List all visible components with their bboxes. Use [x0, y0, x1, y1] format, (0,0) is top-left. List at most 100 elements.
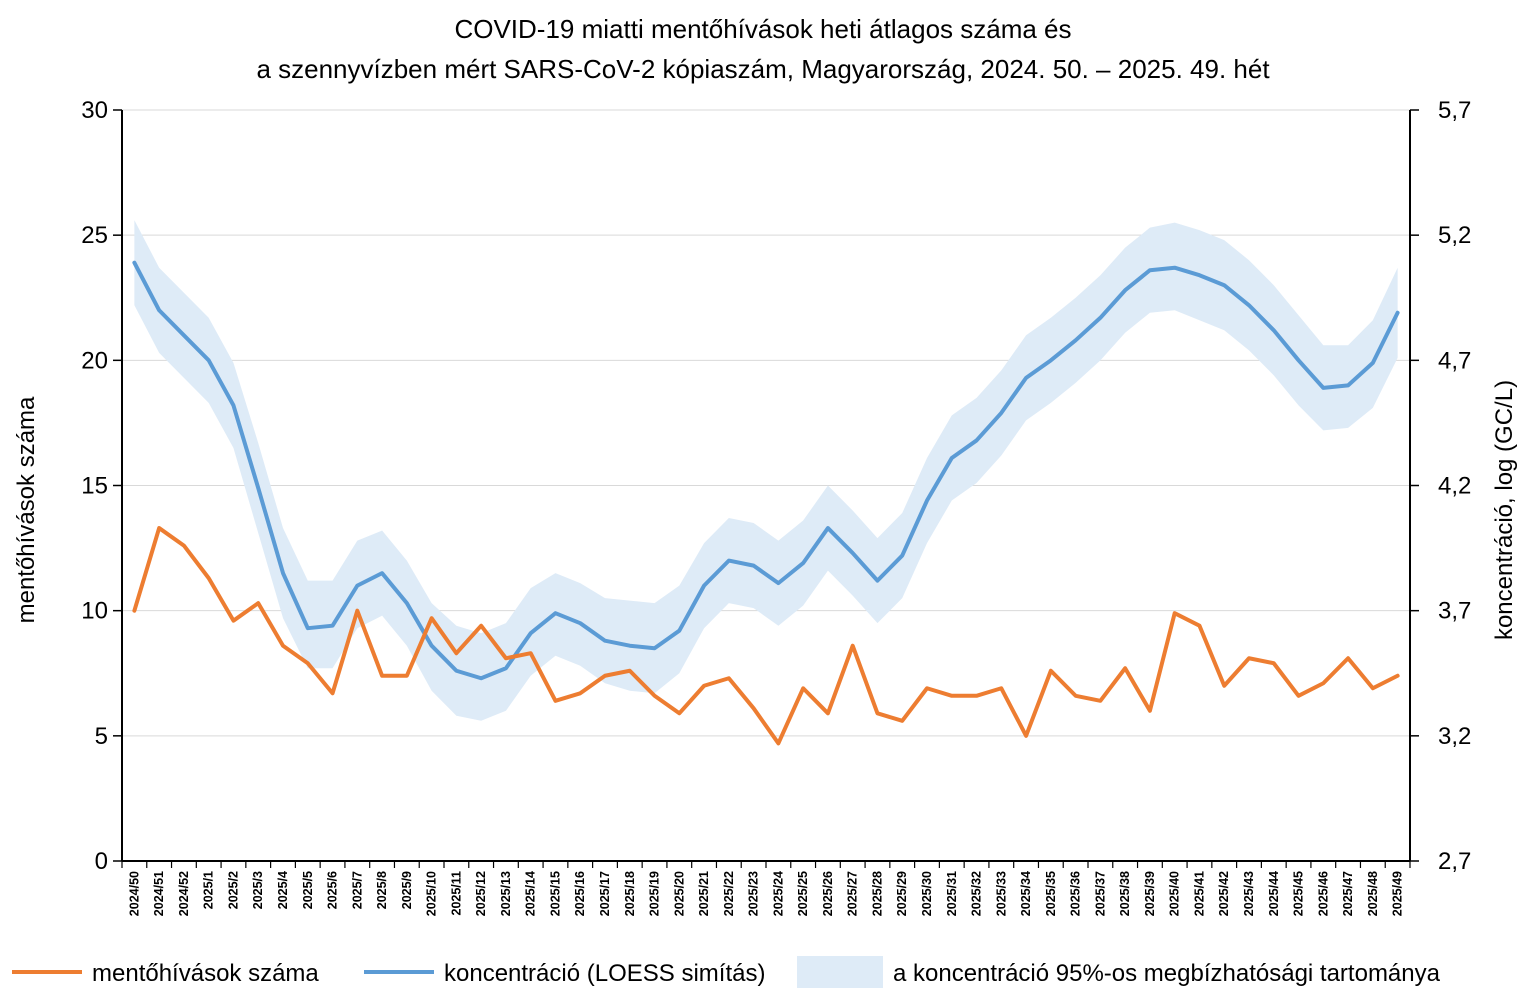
x-tick-label: 2025/7	[350, 871, 364, 909]
concentration-point	[1025, 377, 1027, 379]
right-y-tick-labels: 2,7 3,2 3,7 4,2 4,7 5,2 5,7	[1438, 97, 1471, 875]
calls-point	[1000, 687, 1002, 689]
legend-label-calls: mentőhívások száma	[92, 960, 319, 987]
concentration-point	[852, 552, 854, 554]
x-tick-label: 2025/10	[425, 871, 439, 916]
x-tick-label: 2025/43	[1242, 871, 1256, 916]
concentration-point	[753, 565, 755, 567]
concentration-point	[579, 622, 581, 624]
concentration-point	[505, 667, 507, 669]
concentration-point	[183, 334, 185, 336]
x-tick-label: 2025/37	[1093, 871, 1107, 916]
calls-point	[975, 695, 978, 697]
concentration-point	[381, 572, 383, 574]
x-tick-label: 2025/13	[499, 871, 513, 916]
calls-point	[1149, 710, 1151, 712]
calls-point	[505, 657, 507, 659]
concentration-point	[975, 439, 978, 442]
concentration-point	[926, 499, 928, 502]
concentration-point	[1397, 312, 1399, 314]
concentration-point	[802, 562, 804, 564]
x-tick-label: 2025/32	[970, 871, 984, 916]
right-y-tick-label: 4,7	[1438, 347, 1471, 374]
concentration-point	[1273, 329, 1275, 331]
legend-label-concentration: koncentráció (LOESS simítás)	[444, 960, 765, 987]
right-y-tick-label: 4,2	[1438, 473, 1471, 500]
concentration-point	[1149, 269, 1151, 271]
calls-point	[307, 662, 309, 664]
concentration-point	[728, 560, 730, 562]
concentration-point	[356, 585, 358, 587]
calls-point	[753, 707, 755, 709]
confidence-band	[134, 220, 1398, 721]
x-tick-label: 2025/39	[1143, 871, 1157, 916]
calls-point	[1397, 675, 1399, 677]
calls-point	[232, 620, 235, 622]
concentration-point	[331, 625, 334, 627]
x-tick-label: 2025/17	[598, 871, 612, 916]
concentration-point	[480, 677, 482, 679]
chart-title-line-1: COVID-19 miatti mentőhívások heti átlago…	[454, 14, 1071, 44]
concentration-point	[827, 527, 829, 529]
concentration-point	[901, 554, 903, 557]
concentration-point	[653, 647, 656, 649]
calls-point	[926, 687, 928, 689]
x-tick-label: 2025/20	[672, 871, 686, 916]
concentration-point	[1223, 284, 1225, 286]
concentration-point	[406, 602, 408, 604]
calls-point	[530, 652, 532, 654]
calls-point	[653, 695, 656, 697]
concentration-point	[208, 359, 210, 361]
concentration-point	[554, 612, 557, 614]
concentration-point	[1075, 339, 1077, 341]
concentration-point	[1372, 362, 1374, 364]
calls-line	[132, 526, 1400, 746]
x-tick-label: 2025/49	[1391, 871, 1405, 916]
legend-item-calls: mentőhívások száma	[12, 960, 319, 987]
x-tick-label: 2025/34	[1019, 871, 1033, 916]
calls-point	[951, 695, 953, 697]
calls-point	[1099, 700, 1101, 702]
concentration-point	[282, 572, 284, 574]
left-y-tick-label: 15	[81, 473, 108, 500]
concentration-line	[132, 260, 1400, 681]
x-tick-label: 2025/9	[400, 871, 414, 909]
x-tick-label: 2024/52	[177, 871, 191, 916]
concentration-point	[1124, 289, 1126, 291]
concentration-point	[133, 262, 135, 264]
x-tick-label: 2025/3	[251, 871, 265, 909]
x-tick-label: 2025/28	[870, 871, 884, 916]
concentration-point	[604, 640, 606, 642]
calls-point	[208, 577, 210, 579]
x-tick-label: 2025/46	[1316, 871, 1330, 916]
calls-point	[728, 677, 730, 679]
concentration-point	[1099, 317, 1101, 319]
calls-point	[901, 720, 903, 722]
concentration-point	[951, 457, 953, 459]
calls-point	[406, 675, 408, 677]
concentration-point	[1297, 359, 1300, 361]
x-tick-label: 2025/4	[276, 871, 290, 909]
calls-point	[827, 712, 829, 714]
confidence-band-layer	[134, 220, 1398, 721]
concentration-point	[703, 585, 705, 587]
x-tick-labels: 2024/50 2024/51 2024/52 2025/1 2025/2 2025/3 2…	[127, 871, 1404, 916]
calls-point	[331, 692, 334, 694]
concentration-point	[530, 632, 532, 634]
x-tick-label: 2025/5	[301, 871, 315, 909]
x-tick-label: 2025/16	[573, 871, 587, 916]
calls-point	[431, 617, 433, 619]
left-y-tick-label: 20	[81, 347, 108, 374]
calls-point	[480, 625, 482, 627]
left-y-axis-label: mentőhívások száma	[13, 396, 40, 623]
calls-point	[1025, 735, 1027, 737]
calls-point	[455, 652, 457, 654]
x-tick-label: 2025/6	[326, 871, 340, 909]
x-tick-label: 2025/33	[994, 871, 1008, 916]
calls-point	[876, 712, 879, 714]
calls-point	[579, 692, 581, 694]
x-tick-label: 2025/48	[1366, 871, 1380, 916]
calls-point	[1273, 662, 1275, 664]
x-tick-label: 2025/1	[202, 871, 216, 909]
calls-point	[678, 712, 680, 714]
